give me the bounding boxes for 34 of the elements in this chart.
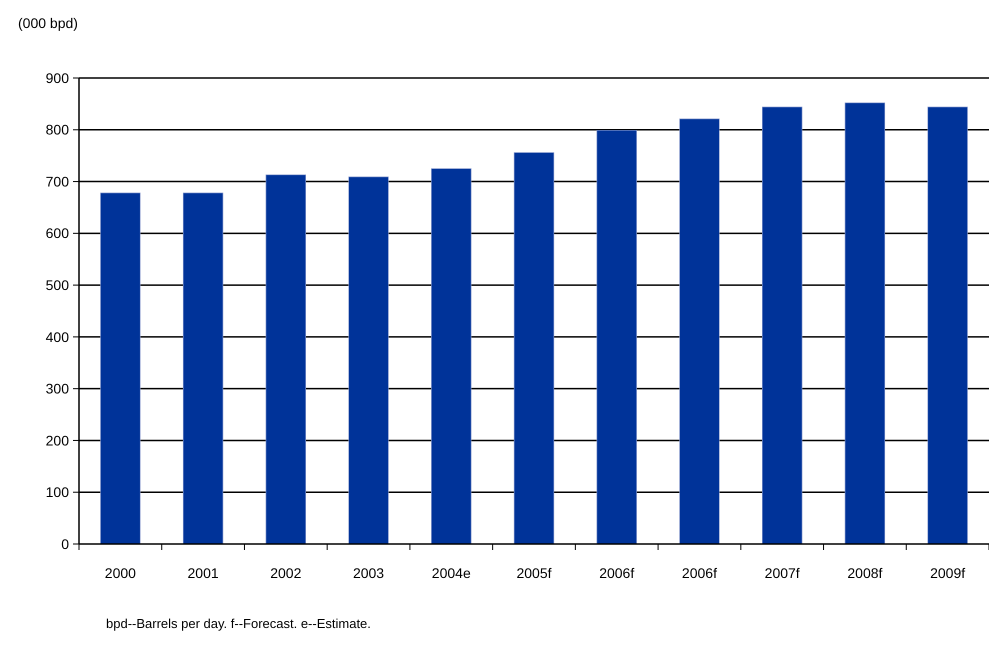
y-tick-label: 900 — [46, 70, 70, 86]
text: bpd--Barrels per day. f--Forecast. e--Estimate. — [106, 616, 371, 631]
bar — [927, 106, 968, 544]
bar — [679, 118, 720, 544]
x-tick-label: 2000 — [104, 565, 136, 581]
x-tick-label: 2001 — [188, 565, 219, 581]
bar — [182, 192, 224, 544]
y-tick-label: 0 — [61, 536, 70, 552]
bar — [596, 130, 637, 544]
y-tick-label: 700 — [46, 173, 70, 190]
x-tick-label: 2004e — [432, 565, 471, 581]
y-tick-label: 400 — [46, 328, 70, 345]
y-tick-label: 500 — [46, 277, 70, 294]
x-tick-label: 2009f — [930, 565, 966, 581]
x-tick-label: 2002 — [270, 565, 302, 581]
bar — [762, 106, 802, 544]
y-tick-label: 100 — [46, 484, 70, 500]
bar — [431, 168, 472, 544]
x-tick-label: 2006f — [599, 565, 634, 581]
y-tick-label: 200 — [46, 432, 70, 448]
x-tick-label: 2005f — [516, 565, 552, 581]
y-tick-label: 800 — [46, 122, 70, 138]
bar — [348, 176, 389, 544]
bar — [100, 192, 141, 544]
y-tick-label: 300 — [46, 380, 70, 397]
y-tick-label: 600 — [46, 225, 70, 242]
x-tick-label: 2006f — [682, 565, 718, 581]
x-tick-label: 2007f — [764, 565, 800, 581]
bar — [844, 102, 886, 544]
x-tick-label: 2008f — [847, 565, 883, 581]
x-tick-label: 2003 — [352, 565, 384, 581]
bar — [514, 152, 554, 544]
y-axis-title: (000 bpd) — [18, 15, 78, 31]
bar — [266, 174, 306, 544]
